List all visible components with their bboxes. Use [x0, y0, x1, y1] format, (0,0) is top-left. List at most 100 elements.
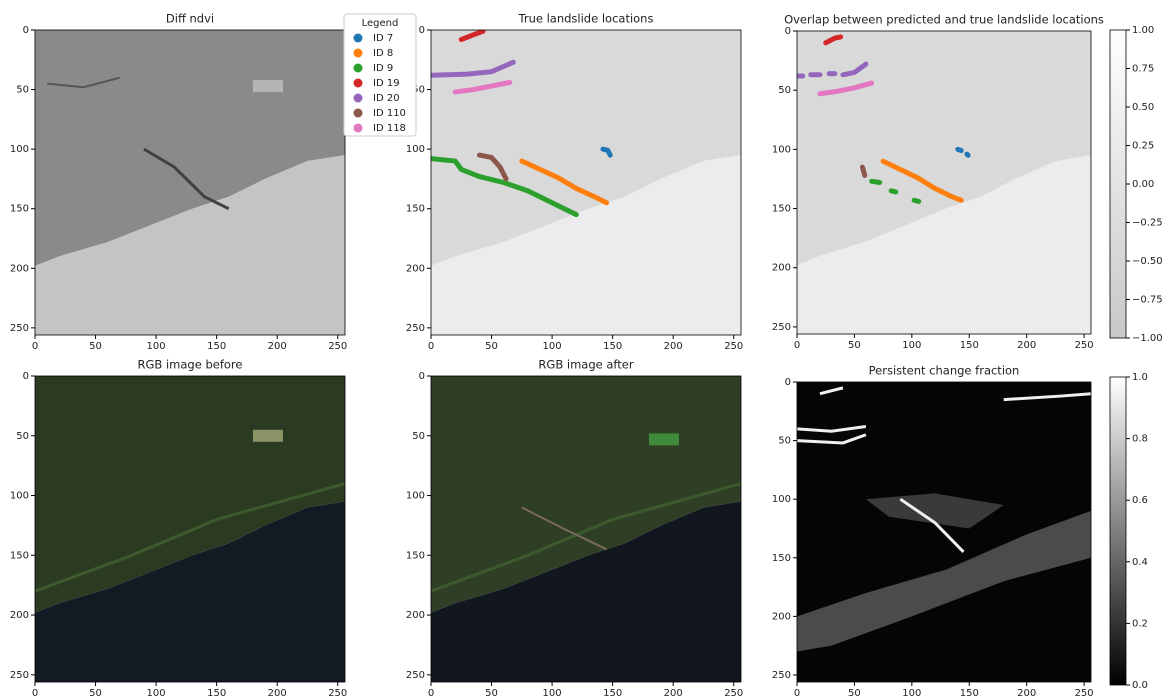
water: [797, 155, 1091, 334]
y-tick-label: 150: [772, 553, 791, 564]
panel-title: Diff ndvi: [166, 12, 214, 26]
landslide-track: [600, 146, 613, 158]
colorbar-tick-label: 0.75: [1132, 64, 1154, 75]
streak: [797, 425, 867, 433]
y-tick-label: 150: [10, 204, 29, 215]
y-tick-label: 100: [10, 144, 29, 155]
x-tick-label: 50: [848, 340, 861, 351]
x-tick-label: 0: [794, 340, 800, 351]
x-tick-label: 100: [147, 341, 166, 352]
legend-marker: [353, 63, 363, 73]
x-tick-label: 50: [485, 341, 498, 352]
x-tick-label: 50: [89, 688, 102, 698]
x-tick-label: 250: [328, 688, 347, 698]
x-tick-label: 150: [960, 688, 979, 698]
streak: [797, 433, 867, 445]
y-tick-label: 150: [406, 204, 425, 215]
colorbar-tick-label: −0.75: [1132, 295, 1163, 306]
y-tick-label: 200: [772, 263, 791, 274]
y-tick-label: 100: [10, 491, 29, 502]
landslide-track: [964, 151, 971, 158]
x-tick-label: 0: [32, 688, 38, 698]
legend-frame: [343, 13, 417, 137]
legend-label: ID 110: [373, 108, 406, 119]
landslide-track: [880, 158, 964, 203]
y-tick-label: 150: [772, 204, 791, 215]
streak: [1003, 392, 1091, 402]
x-tick-label: 0: [428, 688, 434, 698]
landslide-track: [823, 34, 844, 46]
legend: Legend ID 7 ID 8 ID 9 ID 19 ID 20 ID 110 ID 118: [343, 13, 417, 137]
axes-frame: [796, 30, 1092, 335]
y-tick-label: 250: [10, 670, 29, 681]
axes-frame: [430, 29, 742, 336]
landslide-track: [869, 178, 883, 185]
colorbar-tick-label: 1.0: [1132, 372, 1148, 383]
x-tick-label: 100: [543, 688, 562, 698]
colorbar-tick-label: −0.50: [1132, 256, 1163, 267]
colorbar-tick-label: 0.6: [1132, 495, 1148, 506]
x-tick-label: 100: [543, 341, 562, 352]
x-tick-label: 150: [207, 341, 226, 352]
image: [431, 376, 741, 682]
legend-label: ID 9: [373, 63, 393, 74]
y-tick-label: 200: [10, 263, 29, 274]
x-tick-label: 150: [603, 688, 622, 698]
colorbar-tick-label: −0.25: [1132, 218, 1163, 229]
road: [431, 482, 741, 593]
x-tick-label: 200: [1017, 340, 1036, 351]
x-tick-label: 200: [664, 688, 683, 698]
feature: [47, 76, 121, 89]
image: [35, 376, 345, 682]
x-tick-label: 150: [603, 341, 622, 352]
scar: [521, 506, 608, 551]
y-tick-label: 0: [785, 377, 791, 388]
panel-title: True landslide locations: [518, 12, 654, 26]
legend-label: ID 8: [373, 48, 393, 59]
panel-title: Persistent change fraction: [869, 364, 1020, 378]
landslide-track: [476, 152, 509, 182]
landslide-track: [431, 59, 516, 78]
x-tick-label: 200: [1017, 688, 1036, 698]
legend-label: ID 7: [373, 33, 393, 44]
band: [865, 493, 1004, 529]
x-tick-label: 50: [485, 688, 498, 698]
x-tick-label: 50: [848, 688, 861, 698]
y-tick-label: 50: [16, 431, 29, 442]
y-tick-label: 200: [406, 263, 425, 274]
image: [431, 30, 741, 335]
legend-marker: [353, 33, 363, 43]
y-tick-label: 150: [10, 550, 29, 561]
legend-marker: [353, 93, 363, 103]
legend-marker: [353, 123, 363, 133]
x-tick-label: 0: [428, 341, 434, 352]
x-tick-label: 50: [89, 341, 102, 352]
water: [35, 501, 345, 682]
landslide-track: [955, 146, 964, 154]
y-tick-label: 0: [419, 371, 425, 382]
axes-frame: [430, 375, 742, 683]
y-tick-label: 50: [412, 85, 425, 96]
x-tick-label: 150: [207, 688, 226, 698]
image: [797, 382, 1091, 682]
axes-frame: [34, 375, 346, 683]
landslide-track: [859, 164, 868, 178]
colorbar: [1109, 376, 1127, 686]
band: [797, 510, 1091, 652]
x-tick-label: 100: [902, 688, 921, 698]
colorbar-tick-label: 0.25: [1132, 141, 1154, 152]
x-tick-label: 0: [32, 341, 38, 352]
y-tick-label: 100: [406, 491, 425, 502]
panel: Overlap between predicted and true lands…: [772, 13, 1163, 352]
landslide-track: [452, 79, 513, 95]
y-tick-label: 0: [419, 25, 425, 36]
y-tick-label: 50: [778, 436, 791, 447]
landslide-track: [519, 158, 610, 206]
colorbar-tick-label: 0.0: [1132, 680, 1148, 691]
legend-label: ID 20: [373, 93, 400, 104]
axes-frame: [796, 381, 1092, 683]
landslide-track: [817, 80, 875, 97]
x-tick-label: 100: [147, 688, 166, 698]
